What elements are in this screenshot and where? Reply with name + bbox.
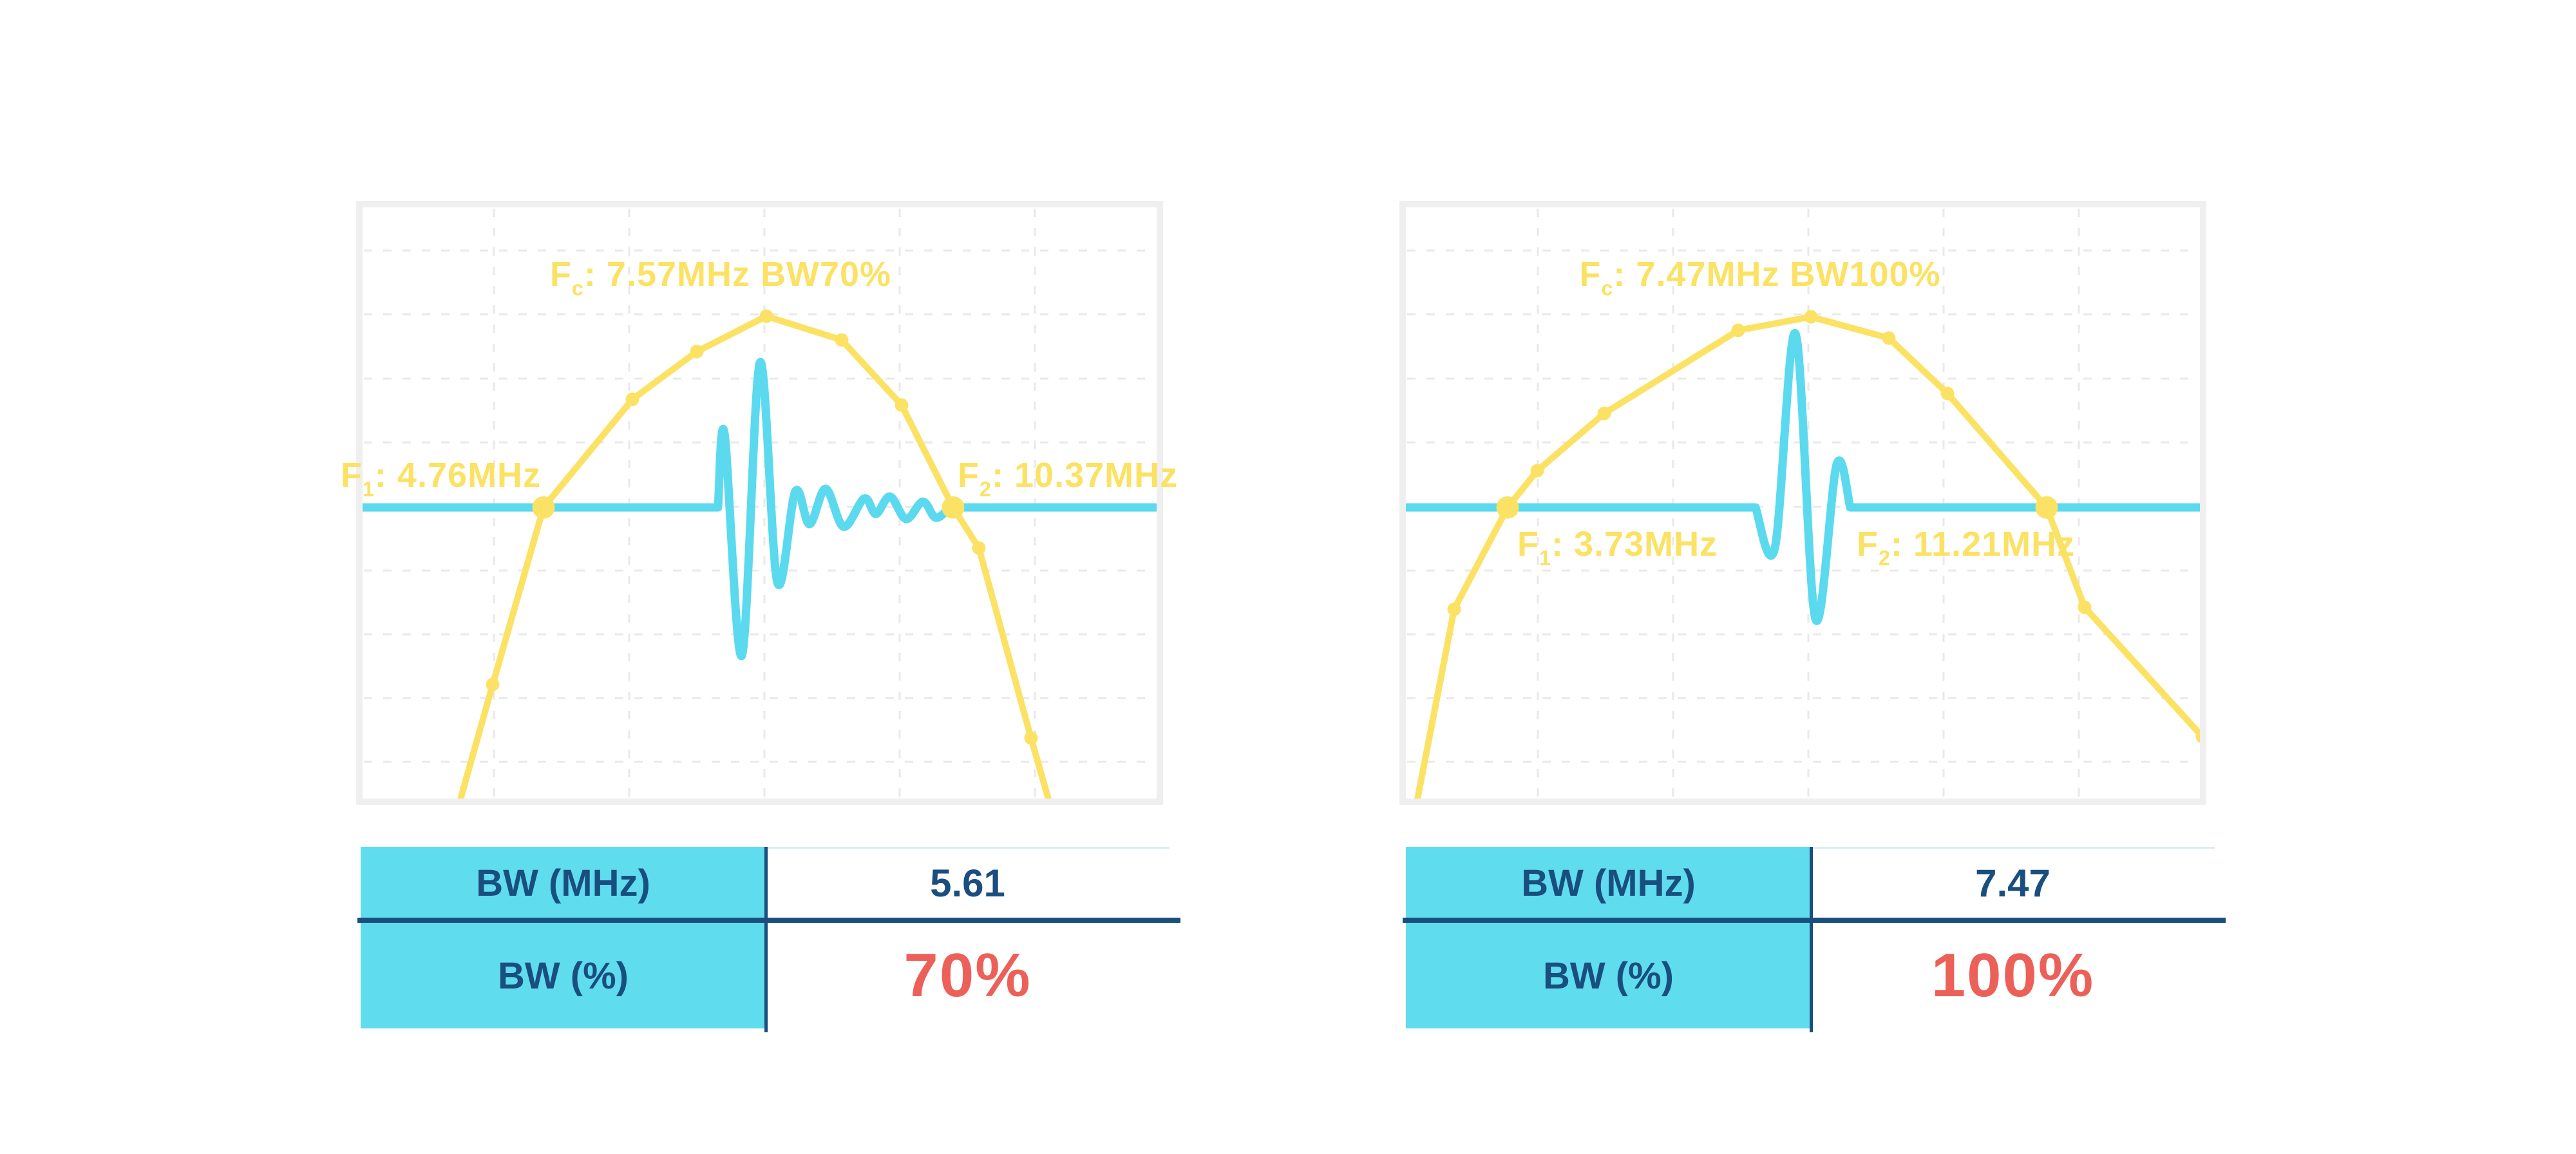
spectrum-chart-right: Fc: 7.47MHz BW100% F1: 3.73MHz F2: 11.21… (1399, 201, 2206, 805)
subscript: c (571, 276, 584, 300)
spectrum-chart-left: Fc: 7.57MHz BW70% F1: 4.76MHz F2: 10.37M… (341, 201, 1177, 805)
bw-mhz-label: BW (MHz) (476, 862, 650, 904)
fc-label-rest: : 7.57MHz BW70% (583, 255, 892, 294)
fc-label-rest: : 7.47MHz BW100% (1613, 255, 1941, 294)
bw-pct-label: BW (%) (498, 954, 629, 997)
f2-label-text: F (958, 456, 980, 495)
f1-annotation: F1: 3.73MHz (1517, 526, 1718, 569)
bw-mhz-value: 7.47 (1975, 861, 2050, 905)
f2-annotation: F2: 10.37MHz (958, 457, 1178, 500)
subscript: 2 (980, 477, 992, 501)
bw-pct-label: BW (%) (1543, 954, 1674, 997)
bw-mhz-value: 5.61 (930, 861, 1005, 905)
row-divider (1403, 918, 2226, 923)
bw-table-right: BW (MHz) 7.47 BW (%) 100% (1403, 847, 2226, 1032)
bw-mhz-label: BW (MHz) (1521, 862, 1696, 904)
subscript: c (1601, 276, 1614, 300)
plot-area-left (356, 201, 1163, 805)
f1-label-rest: : 3.73MHz (1551, 525, 1718, 563)
table-header-column (1406, 847, 1811, 1028)
plot-area-right (1399, 201, 2206, 805)
bw-pct-value: 100% (1931, 941, 2095, 1010)
fc-label-text: F (549, 255, 572, 294)
table-header-column (361, 847, 766, 1028)
subscript: 1 (362, 477, 375, 501)
subscript: 1 (1539, 546, 1552, 570)
f1-label-rest: : 4.76MHz (374, 456, 541, 495)
f1-annotation: F1: 4.76MHz (341, 457, 541, 500)
f1-label-text: F (340, 456, 363, 495)
f2-label-rest: : 10.37MHz (992, 456, 1179, 495)
f2-annotation: F2: 11.21MHz (1857, 526, 2075, 569)
f2-label-rest: : 11.21MHz (1891, 525, 2076, 563)
fc-annotation: Fc: 7.47MHz BW100% (1579, 256, 1940, 299)
row-divider (357, 918, 1180, 923)
bw-pct-value: 70% (904, 941, 1032, 1010)
fc-annotation: Fc: 7.57MHz BW70% (550, 256, 891, 299)
fc-label-text: F (1579, 255, 1602, 294)
column-divider (764, 847, 768, 1032)
f1-label-text: F (1517, 525, 1539, 563)
bw-table-left: BW (MHz) 5.61 BW (%) 70% (357, 847, 1180, 1032)
subscript: 2 (1879, 546, 1891, 570)
column-divider (1810, 847, 1813, 1032)
f2-label-text: F (1857, 525, 1879, 563)
